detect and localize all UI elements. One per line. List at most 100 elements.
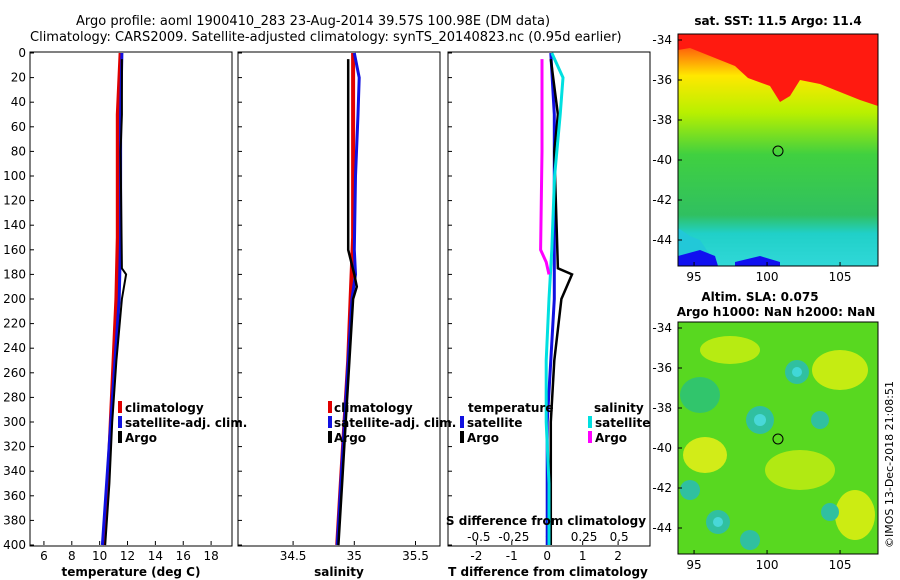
series-line-argo [104,59,128,546]
difference-legend: temperature satellite Argo salinity sate… [460,401,650,445]
map-lat-label: -34 [652,321,672,335]
title-line-1: Argo profile: aoml 1900410_283 23-Aug-20… [76,14,551,29]
legend-swatch-satellite [328,416,332,428]
series-line-salinity-satellite [544,52,565,545]
sst-cold-region [678,250,718,266]
map-lat-label: -40 [652,153,672,167]
map-lat-label: -42 [652,193,672,207]
legend-swatch-climatology [118,401,122,413]
x-tick-label: 6 [40,549,48,563]
map-lon-label: 105 [829,270,852,284]
sla-high-blob [835,490,875,540]
x-tick-label: 12 [120,549,135,563]
legend-label-satellite: satellite-adj. clim. [334,416,456,430]
sst-map-frame [677,33,879,267]
sla-map-ticks: -34 -36 -38 -40 -42 -44 95 100 105 [652,321,851,572]
sst-warm-region [678,34,878,106]
legend-swatch-t-satellite [460,416,464,428]
s-difference-label: S difference from climatology [446,514,646,528]
map-lon-label: 100 [756,270,779,284]
temperature-x-label: temperature (deg C) [62,565,201,579]
sst-map [677,33,879,267]
depth-tick-label: 140 [3,218,26,232]
depth-tick-label: 20 [11,71,26,85]
x-tick-label: 8 [68,549,76,563]
legend-label-satellite: satellite-adj. clim. [125,416,247,430]
sla-high-blob [700,336,760,364]
depth-tick-label: 260 [3,366,26,380]
map-lat-label: -34 [652,33,672,47]
sla-low-blob [680,377,720,413]
sla-low-blob [740,530,760,550]
legend-title-temperature: temperature [468,401,553,415]
legend-label-climatology: climatology [125,401,204,415]
series-line-argo [337,59,359,546]
map-lat-label: -44 [652,233,672,247]
depth-axis: 0 20 40 60 80 100 120 140 160 180 200 220 240 260 280 3… [3,46,452,552]
sla-map-title-2: Argo h1000: NaN h2000: NaN [677,305,876,319]
depth-tick-label: 300 [3,415,26,429]
x-tick-label: 10 [92,549,107,563]
difference-x-label: T difference from climatology [448,565,648,579]
legend-label-climatology: climatology [334,401,413,415]
sla-low-blob [680,480,700,500]
map-lat-label: -42 [652,481,672,495]
map-lat-label: -36 [652,73,672,87]
series-line-salinity-argo [539,59,551,275]
sla-high-blob [812,350,868,390]
x-tick-label: 34.5 [280,549,307,563]
map-lat-label: -40 [652,441,672,455]
sla-low-core [792,367,802,377]
sla-high-blob [765,450,835,490]
depth-tick-label: 200 [3,292,26,306]
legend-swatch-s-satellite [588,416,592,428]
sla-map-frame [677,321,879,555]
legend-label-s-satellite: satellite [595,416,650,430]
sla-low-blob [811,411,829,429]
legend-label-t-satellite: satellite [467,416,522,430]
difference-series [539,52,574,545]
legend-label-s-argo: Argo [595,431,627,445]
temperature-legend: climatology satellite-adj. clim. Argo [118,401,247,445]
sla-map [677,321,879,555]
depth-tick-label: 320 [3,440,26,454]
sst-argo-marker [772,145,784,157]
depth-tick-label: 120 [3,194,26,208]
map-lon-label: 95 [686,558,701,572]
sst-map-title: sat. SST: 11.5 Argo: 11.4 [694,14,861,28]
credit-text: ©IMOS 13-Dec-2018 21:08:51 [883,381,896,548]
legend-label-t-argo: Argo [467,431,499,445]
temperature-x-ticks: 6 8 10 12 14 16 18 [40,541,219,563]
depth-tick-label: 340 [3,464,26,478]
title-line-2: Climatology: CARS2009. Satellite-adjuste… [30,30,622,45]
map-lat-label: -44 [652,521,672,535]
legend-label-argo: Argo [334,431,366,445]
depth-tick-label: 100 [3,169,26,183]
x-tick-label: 16 [176,549,191,563]
sla-map-title-1: Altim. SLA: 0.075 [701,290,818,304]
sst-cold-region-2 [735,256,780,266]
s-tick-label: 0.25 [571,530,598,544]
depth-tick-label: 0 [18,46,26,60]
sla-low-core [754,414,766,426]
salinity-x-ticks: 34.5 35 35.5 [280,541,429,563]
map-lon-label: 95 [686,270,701,284]
salinity-difference-ticks: -0.5 -0.25 0 0.25 0.5 [467,530,629,544]
s-tick-label: -0.5 [467,530,490,544]
sla-argo-marker [772,433,784,445]
x-tick-label: -2 [470,549,482,563]
map-lon-label: 100 [756,558,779,572]
depth-tick-label: 380 [3,513,26,527]
series-line-temperature-argo [549,58,574,545]
legend-title-salinity: salinity [594,401,644,415]
legend-swatch-t-argo [460,431,464,443]
sst-map-ticks: -34 -36 -38 -40 -42 -44 95 100 105 [652,33,851,284]
sla-low-blob [821,503,839,521]
legend-swatch-climatology [328,401,332,413]
s-tick-label: 0.5 [610,530,629,544]
map-lon-label: 105 [829,558,852,572]
depth-tick-label: 360 [3,489,26,503]
x-tick-label: 1 [579,549,587,563]
legend-label-argo: Argo [125,431,157,445]
